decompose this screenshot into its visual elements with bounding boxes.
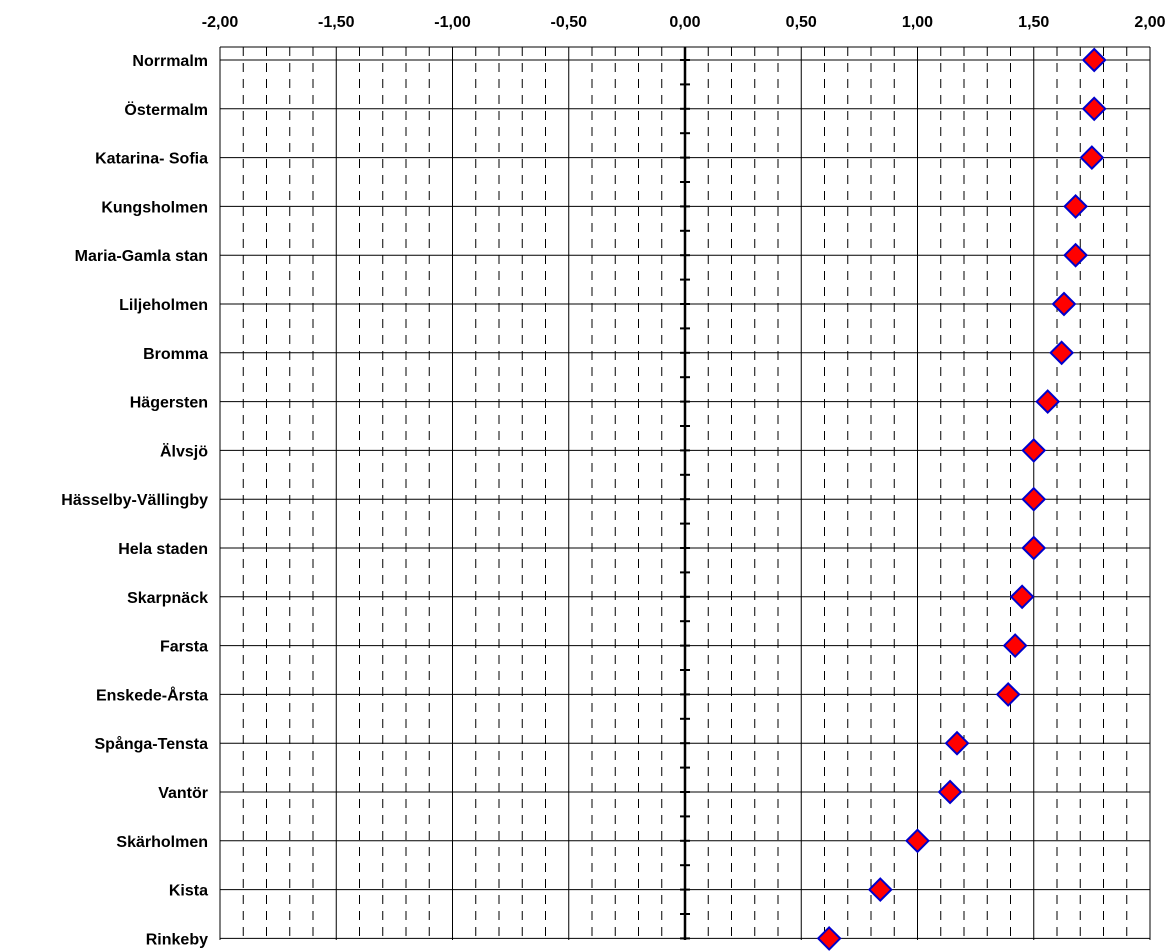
zero-axis bbox=[680, 47, 690, 951]
data-point bbox=[1081, 147, 1103, 169]
category-label: Maria-Gamla stan bbox=[75, 248, 208, 265]
category-label: Hägersten bbox=[130, 395, 208, 412]
data-point bbox=[1083, 98, 1105, 120]
data-point bbox=[1083, 49, 1105, 71]
x-tick-label: 1,50 bbox=[1018, 14, 1049, 31]
data-point bbox=[1023, 488, 1045, 510]
data-point bbox=[939, 781, 961, 803]
data-point bbox=[907, 830, 929, 852]
category-label: Liljeholmen bbox=[119, 297, 208, 314]
category-label: Hela staden bbox=[118, 541, 208, 558]
category-label: Rinkeby bbox=[146, 931, 208, 948]
data-point bbox=[1023, 439, 1045, 461]
data-point bbox=[1053, 293, 1075, 315]
x-tick-label: -1,50 bbox=[318, 14, 355, 31]
category-label: Norrmalm bbox=[132, 53, 208, 70]
category-label: Farsta bbox=[160, 639, 208, 656]
category-label: Hässelby-Vällingby bbox=[61, 492, 208, 509]
data-point bbox=[1004, 635, 1026, 657]
x-tick-label: 2,00 bbox=[1134, 14, 1165, 31]
data-point bbox=[1037, 391, 1059, 413]
data-point bbox=[818, 927, 840, 949]
category-label: Vantör bbox=[158, 785, 208, 802]
category-label: Kista bbox=[169, 883, 208, 900]
category-label: Katarina- Sofia bbox=[95, 151, 208, 168]
category-label: Spånga-Tensta bbox=[95, 735, 209, 753]
x-tick-labels: -2,00 -1,50 -1,00 -0,50 0,00 0,50 1,00 1,50 2,00 bbox=[202, 14, 1166, 31]
data-point bbox=[869, 879, 891, 901]
x-tick-label: -0,50 bbox=[551, 14, 588, 31]
data-point bbox=[1065, 244, 1087, 266]
category-label: Enskede-Årsta bbox=[96, 685, 208, 704]
data-point bbox=[1065, 195, 1087, 217]
data-point bbox=[1023, 537, 1045, 559]
x-tick-label: 0,50 bbox=[786, 14, 817, 31]
category-label: Skärholmen bbox=[116, 834, 208, 851]
category-labels: Norrmalm Östermalm Katarina- Sofia Kungshol… bbox=[61, 53, 208, 948]
data-point bbox=[946, 732, 968, 754]
category-label: Kungsholmen bbox=[101, 199, 208, 216]
data-point bbox=[997, 683, 1019, 705]
category-label: Älvsjö bbox=[160, 442, 208, 460]
x-tick-label: 0,00 bbox=[669, 14, 700, 31]
category-label: Skarpnäck bbox=[127, 590, 208, 607]
x-tick-label: -1,00 bbox=[434, 14, 471, 31]
data-point bbox=[1051, 342, 1073, 364]
data-point bbox=[1011, 586, 1033, 608]
x-tick-label: -2,00 bbox=[202, 14, 239, 31]
x-tick-label: 1,00 bbox=[902, 14, 933, 31]
category-label: Östermalm bbox=[124, 100, 208, 119]
category-label: Bromma bbox=[143, 346, 208, 363]
